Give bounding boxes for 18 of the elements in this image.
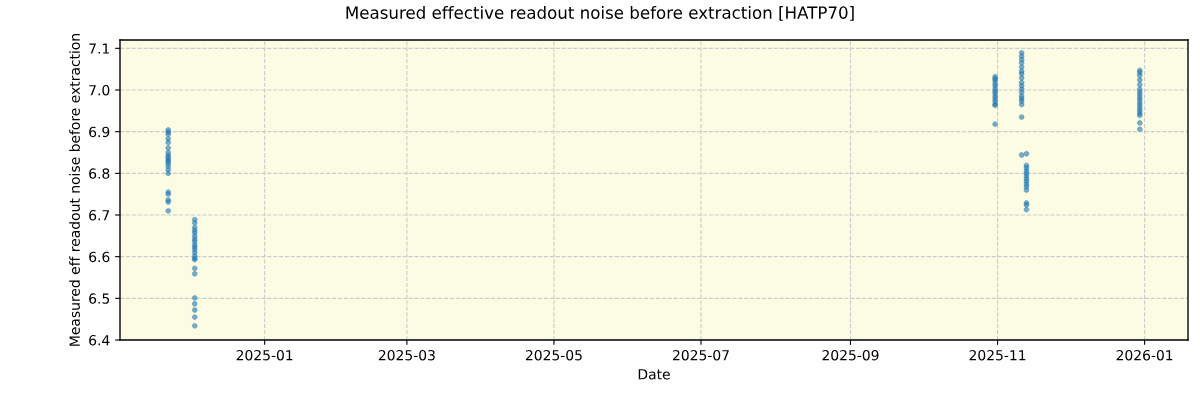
y-tick-label: 6.4	[89, 334, 110, 346]
chart-title: Measured effective readout noise before extraction [HATP70]	[346, 6, 854, 21]
x-tick-label: 2025-05	[525, 349, 582, 361]
y-tick-label: 7.0	[89, 84, 110, 96]
x-tick-label: 2025-03	[378, 349, 435, 361]
x-tick-label: 2025-09	[822, 349, 879, 361]
y-tick-label: 6.8	[89, 168, 110, 179]
y-axis-title: Measured eff readout noise before extraction	[69, 34, 80, 346]
y-tick-label: 6.9	[89, 126, 110, 138]
x-axis-title: Date	[638, 369, 670, 380]
x-tick-label: 2025-01	[236, 349, 293, 361]
x-tick-label: 2025-07	[673, 349, 729, 361]
y-tick-label: 6.7	[89, 209, 110, 221]
x-tick-label: 2026-01	[1116, 349, 1173, 361]
y-tick-label: 6.6	[89, 251, 110, 263]
x-tick-label: 2025-11	[969, 349, 1026, 361]
y-tick-label: 7.1	[89, 43, 109, 54]
y-tick-label: 6.5	[89, 293, 110, 304]
